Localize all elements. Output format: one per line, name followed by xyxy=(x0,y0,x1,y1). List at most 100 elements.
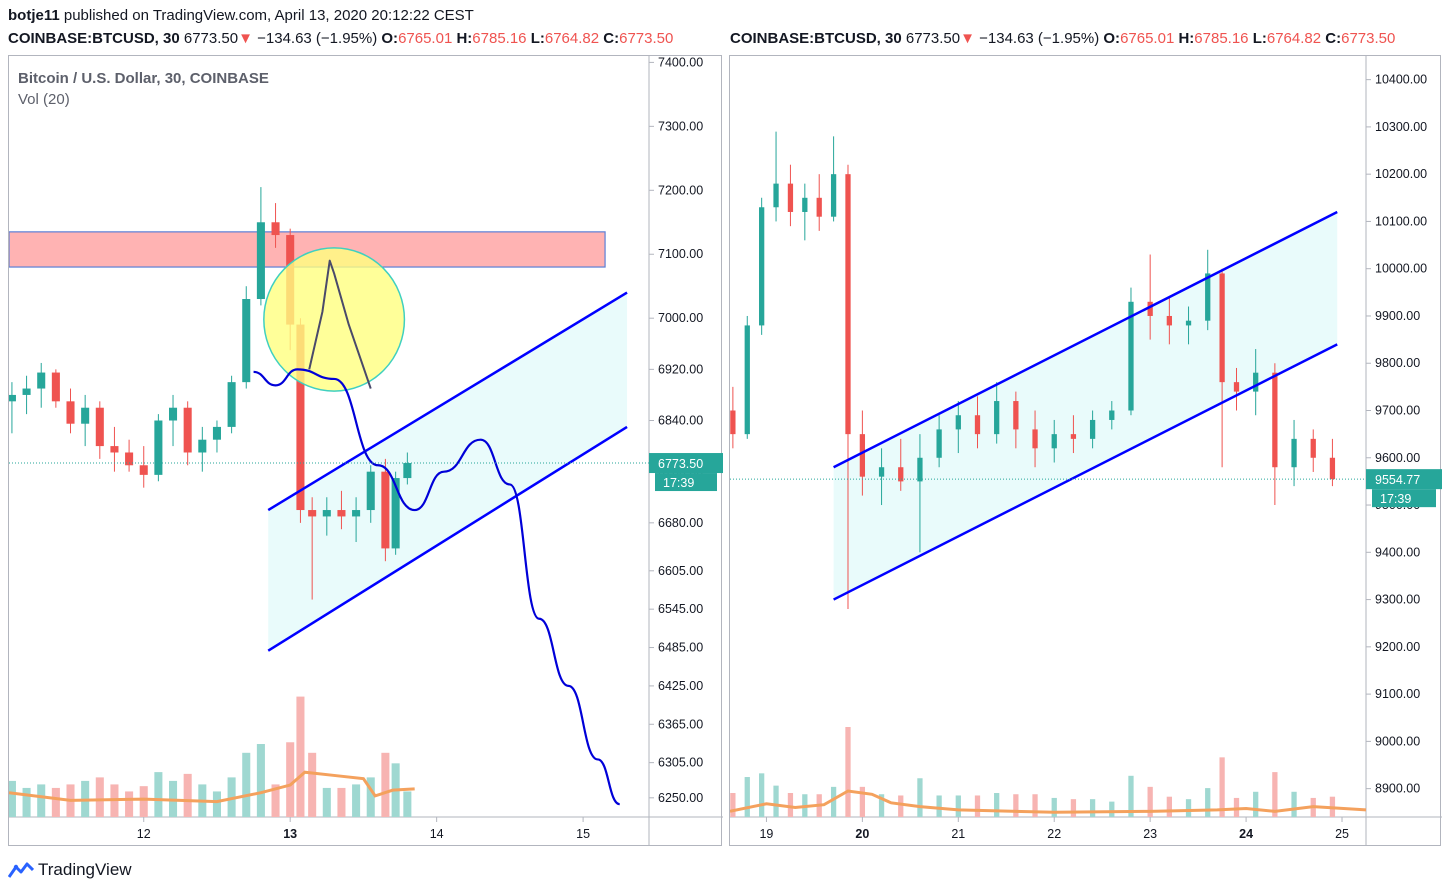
highlight-circle xyxy=(263,247,406,392)
open-value: 6765.01 xyxy=(398,30,453,47)
candle-body xyxy=(1051,434,1057,449)
candle-body xyxy=(1310,438,1316,458)
candle-body xyxy=(830,174,837,217)
candle-body xyxy=(878,467,885,477)
last-price-text: 6773.50 xyxy=(658,457,703,471)
volume-bar xyxy=(139,786,148,817)
last-price: 6773.50 xyxy=(183,30,239,47)
y-tick-label: 7000.00 xyxy=(658,311,703,325)
volume-bar xyxy=(271,784,280,817)
volume-bar xyxy=(366,777,375,817)
volume-bar xyxy=(242,752,251,817)
volume-bar xyxy=(286,742,295,817)
volume-bar xyxy=(322,787,331,817)
candle-body xyxy=(1128,301,1134,411)
y-tick-label: 6305.00 xyxy=(658,756,703,770)
y-tick-label: 7300.00 xyxy=(658,119,703,133)
chart-panel-left[interactable]: 7400.00 7300.00 7200.00 7100.00 7000.00 6920.… xyxy=(8,55,723,847)
volume-bar xyxy=(125,791,134,817)
candle-body xyxy=(1185,320,1192,326)
candle-body xyxy=(51,372,60,402)
close-value: 6773.50 xyxy=(1341,30,1396,47)
low-value: 6764.82 xyxy=(544,30,600,47)
candle-body xyxy=(1253,372,1259,392)
y-tick-label: 6605.00 xyxy=(658,564,703,578)
channel-upper-line xyxy=(267,291,628,512)
high-label: H: xyxy=(456,30,473,47)
channel-lower-line xyxy=(267,425,628,652)
chart-panel-right[interactable]: 10400.00 10300.00 10200.00 10100.00 10000.00… xyxy=(729,55,1442,847)
volume-bar xyxy=(308,752,317,817)
legend-volume[interactable]: Vol (20) xyxy=(18,91,70,108)
volume-bar xyxy=(1089,799,1096,817)
candle-body xyxy=(816,197,822,217)
y-tick-label: 7400.00 xyxy=(658,56,703,69)
volume-bar xyxy=(1147,786,1153,817)
x-tick-label: 22 xyxy=(1047,827,1061,841)
candle-body xyxy=(337,510,346,517)
published-text: published on TradingView.com, April 13, … xyxy=(63,7,474,24)
volume-bar xyxy=(296,696,305,817)
candle-body xyxy=(256,222,265,300)
channel-fill xyxy=(833,211,1338,600)
last-price-tag xyxy=(1366,469,1442,490)
low-label: L: xyxy=(1252,30,1267,47)
candle-body xyxy=(37,372,46,389)
chart-canvas-right[interactable]: 10400.00 10300.00 10200.00 10100.00 10000.00… xyxy=(730,56,1442,847)
y-tick-label: 10100.00 xyxy=(1375,214,1427,228)
tradingview-logo-icon xyxy=(8,862,34,878)
last-price: 6773.50 xyxy=(905,30,961,47)
y-tick-label: 9400.00 xyxy=(1375,545,1420,559)
candle-body xyxy=(391,478,400,549)
candle-body xyxy=(787,183,794,212)
volume-bar xyxy=(1185,799,1192,817)
candle-body xyxy=(110,446,119,453)
candle-body xyxy=(859,434,866,477)
y-tick-label: 9600.00 xyxy=(1375,451,1420,465)
volume-bar xyxy=(1166,796,1172,817)
y-tick-label: 6920.00 xyxy=(658,362,703,376)
chart-legend: Bitcoin / U.S. Dollar, 30, COINBASE Vol … xyxy=(18,68,269,110)
volume-bar xyxy=(22,787,31,817)
legend-title[interactable]: Bitcoin / U.S. Dollar, 30, COINBASE xyxy=(18,70,269,87)
volume-bar xyxy=(1219,757,1225,817)
author-name[interactable]: botje11 xyxy=(8,7,60,24)
x-tick-label: 13 xyxy=(283,827,297,841)
candle-body xyxy=(1205,273,1211,321)
candle-body xyxy=(403,463,412,479)
volume-bar xyxy=(1272,772,1278,817)
candle-body xyxy=(994,401,1000,435)
candle-body xyxy=(898,467,904,482)
volume-bar xyxy=(1291,791,1297,817)
candle-body xyxy=(139,465,148,475)
close-label: C: xyxy=(1325,30,1342,47)
volume-bar xyxy=(337,787,346,817)
volume-bar xyxy=(859,786,866,817)
x-tick-label: 15 xyxy=(576,827,590,841)
candle-body xyxy=(974,415,981,435)
chart-canvas-left[interactable]: 7400.00 7300.00 7200.00 7100.00 7000.00 6920.… xyxy=(9,56,723,847)
countdown-tag xyxy=(1372,489,1436,508)
tradingview-footer[interactable]: TradingView xyxy=(8,860,132,880)
channel-upper-line xyxy=(833,210,1338,469)
volume-bar xyxy=(9,780,16,817)
symbol-label[interactable]: COINBASE:BTCUSD, 30 xyxy=(730,30,902,47)
y-tick-label: 6425.00 xyxy=(658,679,703,693)
volume-bar xyxy=(1032,794,1038,817)
volume-bar xyxy=(744,777,750,817)
open-label: O: xyxy=(1103,30,1121,47)
y-tick-label: 10300.00 xyxy=(1375,120,1427,134)
volume-bar xyxy=(759,773,765,817)
candle-body xyxy=(802,197,808,212)
low-value: 6764.82 xyxy=(1266,30,1322,47)
volume-bar xyxy=(95,777,104,817)
channel-lower-line xyxy=(833,343,1338,601)
candle-body xyxy=(242,299,251,383)
volume-bar xyxy=(787,793,794,817)
symbol-label[interactable]: COINBASE:BTCUSD, 30 xyxy=(8,30,180,47)
volume-bar xyxy=(773,785,779,817)
candle-body xyxy=(66,401,75,424)
sketch-path xyxy=(308,259,372,389)
x-tick-label: 24 xyxy=(1239,827,1253,841)
last-price-text: 9554.77 xyxy=(1375,473,1420,487)
